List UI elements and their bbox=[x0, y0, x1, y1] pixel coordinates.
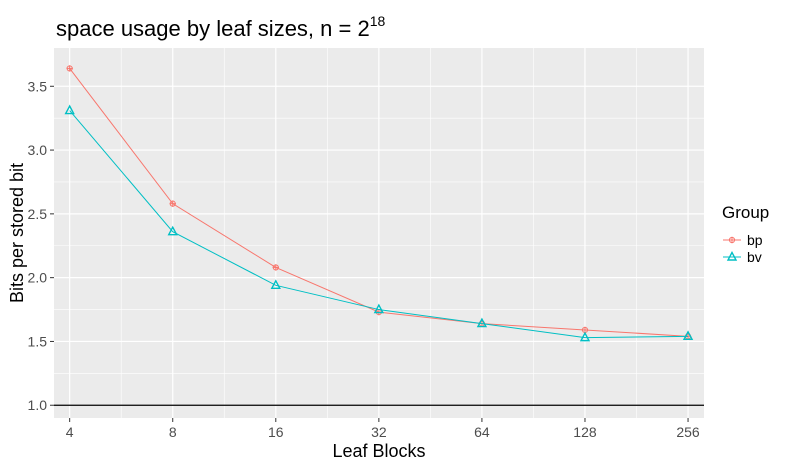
y-axis-ticks: 1.0 1.5 2.0 2.5 3.0 3.5 bbox=[28, 78, 54, 413]
legend-key-marker-triangle bbox=[726, 251, 738, 261]
data-point-bv-triangle bbox=[373, 303, 385, 314]
x-axis-title: Leaf Blocks bbox=[332, 441, 425, 461]
legend-title: Group bbox=[722, 203, 769, 222]
y-axis-title: Bits per stored bit bbox=[7, 163, 27, 303]
legend-item-bp: bp bbox=[723, 232, 763, 248]
data-point-bv-triangle bbox=[64, 104, 75, 115]
data-point-bv bbox=[270, 279, 281, 290]
data-point-bv bbox=[579, 331, 591, 342]
y-tick-label: 3.0 bbox=[28, 142, 48, 158]
x-tick-label: 8 bbox=[169, 424, 177, 440]
series-layer bbox=[64, 65, 694, 342]
data-point-bv bbox=[373, 303, 385, 314]
legend-label: bv bbox=[747, 249, 762, 265]
chart-title: space usage by leaf sizes, n = 218 bbox=[56, 13, 385, 41]
data-point-bv bbox=[64, 104, 75, 115]
data-point-bv bbox=[682, 330, 694, 341]
y-tick-label: 2.5 bbox=[28, 206, 48, 222]
chart-title-main: space usage by leaf sizes, n = 2 bbox=[56, 16, 370, 41]
legend-item-bv: bv bbox=[723, 249, 762, 265]
data-point-bv bbox=[167, 225, 178, 236]
y-tick-label: 1.0 bbox=[28, 397, 48, 413]
x-tick-label: 4 bbox=[66, 424, 74, 440]
data-point-bv-triangle bbox=[167, 225, 178, 236]
data-point-bp bbox=[169, 200, 176, 207]
legend-key-marker bbox=[726, 251, 738, 261]
major-gridlines-x bbox=[69, 48, 689, 418]
data-point-bv-triangle bbox=[270, 279, 281, 290]
x-tick-label: 128 bbox=[573, 424, 597, 440]
legend-key-marker bbox=[728, 236, 736, 244]
data-point-bv-triangle bbox=[579, 331, 591, 342]
data-point-bv-triangle bbox=[476, 317, 488, 328]
data-point-bv-triangle bbox=[682, 330, 694, 341]
y-tick-label: 1.5 bbox=[28, 333, 48, 349]
y-tick-label: 2.0 bbox=[28, 270, 48, 286]
series-line-bv bbox=[69, 110, 689, 339]
x-tick-label: 16 bbox=[268, 424, 284, 440]
data-point-bp bbox=[272, 264, 279, 271]
x-tick-label: 64 bbox=[474, 424, 490, 440]
data-point-bv bbox=[476, 317, 488, 328]
y-tick-label: 3.5 bbox=[28, 78, 48, 94]
data-point-bp bbox=[66, 65, 73, 72]
x-tick-label: 32 bbox=[371, 424, 387, 440]
chart-title-exponent: 18 bbox=[370, 13, 386, 29]
x-axis-ticks: 4 8 16 32 64 128 256 bbox=[66, 418, 700, 440]
minor-gridlines-x bbox=[120, 48, 637, 418]
x-tick-label: 256 bbox=[676, 424, 700, 440]
legend-label: bp bbox=[747, 232, 763, 248]
